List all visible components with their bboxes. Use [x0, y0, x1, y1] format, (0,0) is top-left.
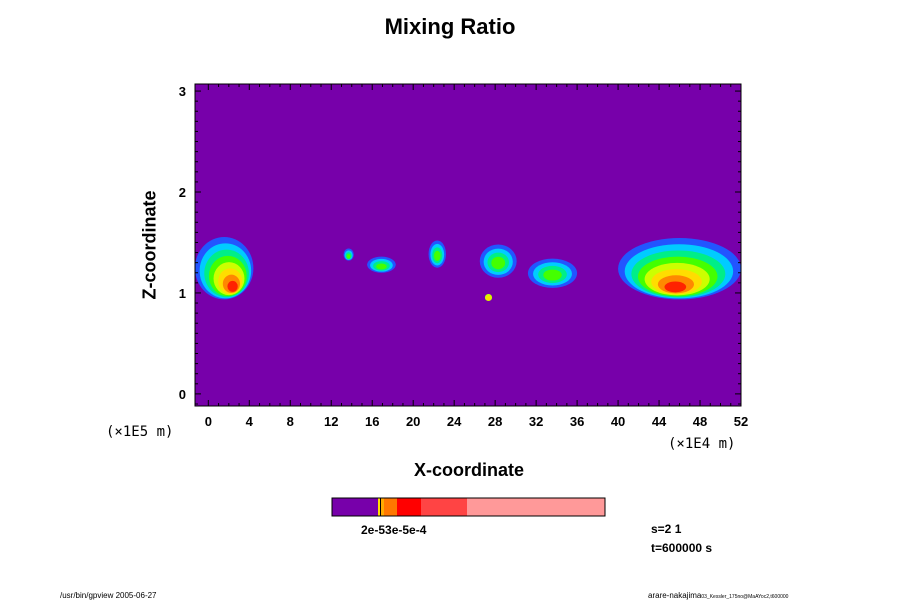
- region-1-level-4: [346, 254, 351, 259]
- region-4-level-4: [491, 256, 506, 270]
- colorbar-frame: [331, 497, 606, 517]
- x-tick-label-36: 36: [570, 414, 584, 429]
- x-tick-label-0: 0: [205, 414, 212, 429]
- y-tick-label-0: 0: [179, 387, 186, 402]
- region-3-level-4: [434, 250, 441, 261]
- colorbar-segment-0: [332, 498, 378, 516]
- x-tick-label-8: 8: [287, 414, 294, 429]
- x-scale-label: (×1E4 m): [668, 436, 736, 452]
- s-label: s=2 1: [651, 522, 682, 536]
- x-tick-label-52: 52: [734, 414, 748, 429]
- colorbar-segment-2: [380, 498, 381, 516]
- plot-frame: [194, 83, 742, 407]
- region-6-level-4: [543, 269, 562, 281]
- region-0-level-8: [227, 280, 238, 292]
- x-tick-label-24: 24: [447, 414, 462, 429]
- x-axis-label: X-coordinate: [413, 460, 524, 480]
- x-tick-label-48: 48: [693, 414, 707, 429]
- colorbar-segment-5: [397, 498, 421, 516]
- field-regions: [195, 237, 741, 302]
- colorbar-segment-6: [421, 498, 467, 516]
- colorbar-segment-4: [384, 498, 397, 516]
- x-tick-label-20: 20: [406, 414, 420, 429]
- x-tick-label-12: 12: [324, 414, 338, 429]
- region-7-level-8: [664, 281, 687, 293]
- x-tick-label-4: 4: [246, 414, 254, 429]
- colorbar-segment-3: [381, 498, 384, 516]
- x-tick-label-32: 32: [529, 414, 543, 429]
- region-2-level-4: [376, 263, 387, 270]
- y-scale-label: (×1E5 m): [106, 424, 174, 440]
- footer-right-small: 03_Kessler_175no@MaAYoc2,t600000: [701, 594, 789, 600]
- x-tick-label-44: 44: [652, 414, 667, 429]
- footer-left: /usr/bin/gpview 2005-06-27: [60, 591, 157, 600]
- footer-right-main: arare-nakajima: [648, 591, 702, 600]
- footer-right: arare-nakajima03_Kessler_175no@MaAYoc2,t…: [648, 591, 788, 600]
- x-tick-label-40: 40: [611, 414, 625, 429]
- y-tick-label-2: 2: [179, 185, 186, 200]
- chart-title: Mixing Ratio: [384, 14, 516, 39]
- colorbar-label: 2e-53e-5e-4: [361, 523, 427, 537]
- y-tick-label-3: 3: [179, 84, 186, 99]
- t-label: t=600000 s: [651, 541, 713, 555]
- colorbar-segment-7: [467, 498, 605, 516]
- x-tick-label-16: 16: [365, 414, 379, 429]
- x-tick-label-28: 28: [488, 414, 502, 429]
- region-5-level-6: [486, 295, 491, 301]
- colorbar-segment-1: [378, 498, 380, 516]
- y-tick-label-1: 1: [179, 286, 186, 301]
